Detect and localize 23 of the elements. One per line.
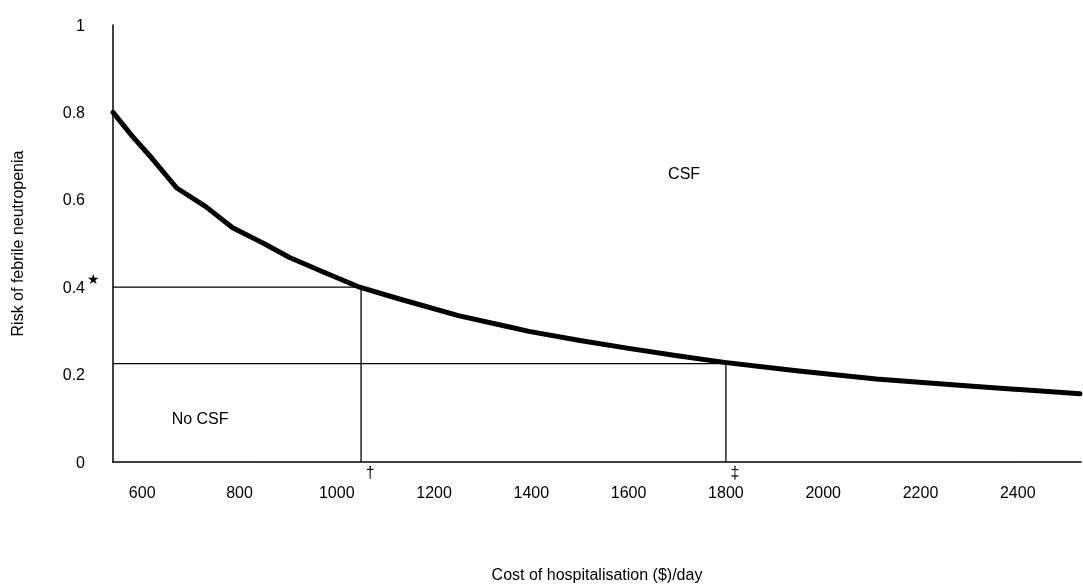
y-tick-label: 1 [76,16,86,34]
x-tick-label: 1800 [708,483,744,501]
x-tick-label: 1400 [513,483,550,501]
annotation: No CSF [171,409,229,427]
x-tick-label: 1200 [416,483,452,501]
x-tick-label: 1600 [610,483,647,501]
y-tick-label: 0.8 [62,103,86,121]
y-tick-label: 0.4 [62,278,86,296]
ref-line-label: † [365,463,375,481]
y-axis-title: Risk of febrile neutropenia [8,150,26,337]
x-axis-title: Cost of hospitalisation ($)/day [491,565,703,583]
y-tick-label: 0.6 [62,191,86,209]
x-tick-label: 800 [226,483,253,501]
x-tick-label: 1000 [318,483,355,501]
y-tick-label: 0.2 [62,366,86,384]
y-tick-label: 0 [76,453,86,471]
ref-line-label: ‡ [730,463,740,481]
x-tick-label: 2200 [902,483,939,501]
x-tick-label: 2000 [805,483,842,501]
x-tick-label: 600 [128,483,156,501]
annotation: CSF [668,164,701,182]
ref-line-label: ★ [86,271,100,288]
x-tick-label: 2400 [999,483,1036,501]
